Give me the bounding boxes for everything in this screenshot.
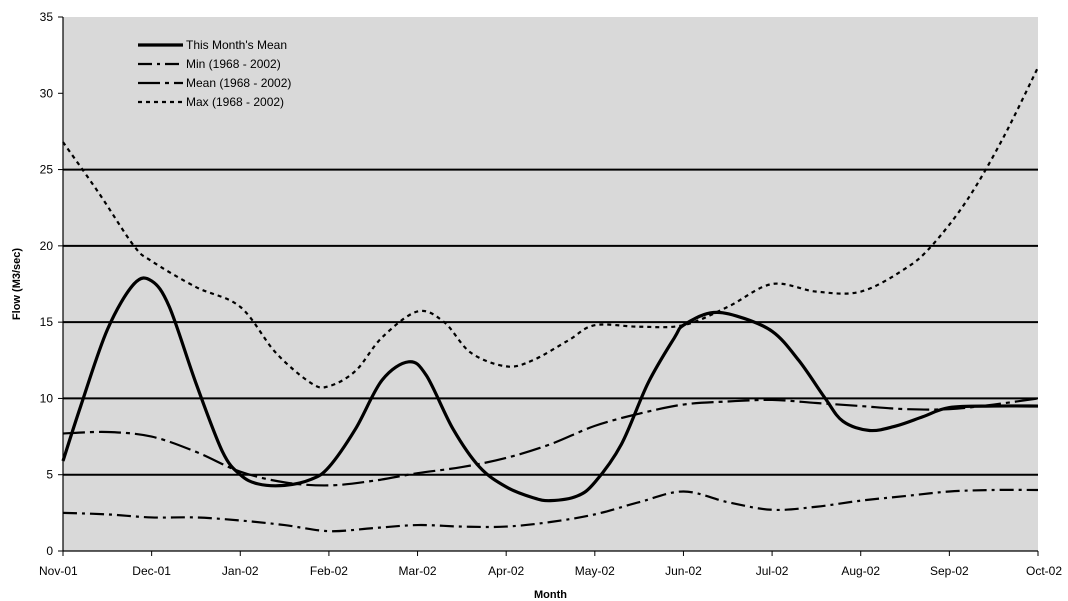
legend-label-0: This Month's Mean bbox=[186, 38, 287, 52]
legend-label-3: Max (1968 - 2002) bbox=[186, 95, 284, 109]
x-tick-label: Sep-02 bbox=[930, 564, 969, 578]
plot-area bbox=[63, 17, 1038, 551]
y-tick-label: 35 bbox=[40, 10, 54, 24]
x-tick-label: Apr-02 bbox=[488, 564, 524, 578]
x-tick-label: Mar-02 bbox=[399, 564, 437, 578]
x-tick-label: Jun-02 bbox=[665, 564, 702, 578]
series-line-3 bbox=[62, 66, 1039, 389]
y-tick-labels: 0 5 10 15 20 25 30 35 bbox=[40, 10, 54, 558]
x-tick-label: Jul-02 bbox=[756, 564, 789, 578]
x-tick-label: Nov-01 bbox=[39, 564, 78, 578]
gridlines bbox=[63, 168, 1038, 476]
x-tick-label: Jan-02 bbox=[222, 564, 259, 578]
legend-label-1: Min (1968 - 2002) bbox=[186, 57, 281, 71]
series-line-1 bbox=[62, 488, 1039, 533]
x-axis-title: Month bbox=[534, 589, 567, 601]
series-line-0 bbox=[61, 276, 1039, 503]
x-tick-label: Dec-01 bbox=[132, 564, 171, 578]
series-line-2 bbox=[62, 397, 1039, 487]
x-tick-label: Feb-02 bbox=[310, 564, 348, 578]
y-tick-label: 20 bbox=[40, 239, 54, 253]
legend: This Month's Mean Min (1968 - 2002) Mean (… bbox=[138, 38, 291, 109]
x-tick-label: Aug-02 bbox=[841, 564, 880, 578]
y-tick-label: 15 bbox=[40, 315, 54, 329]
y-axis-title: Flow (M3/sec) bbox=[11, 248, 23, 320]
y-tick-label: 5 bbox=[46, 468, 53, 482]
y-tick-label: 0 bbox=[46, 544, 53, 558]
axes bbox=[58, 16, 1039, 556]
y-tick-label: 30 bbox=[40, 86, 54, 100]
x-tick-label: May-02 bbox=[575, 564, 615, 578]
y-tick-label: 25 bbox=[40, 163, 54, 177]
series-lines bbox=[61, 66, 1039, 533]
y-tick-label: 10 bbox=[40, 391, 54, 405]
x-tick-label: Oct-02 bbox=[1026, 564, 1062, 578]
x-tick-labels: Nov-01 Dec-01 Jan-02 Feb-02 Mar-02 Apr-02 May-… bbox=[39, 564, 1062, 578]
legend-label-2: Mean (1968 - 2002) bbox=[186, 76, 291, 90]
